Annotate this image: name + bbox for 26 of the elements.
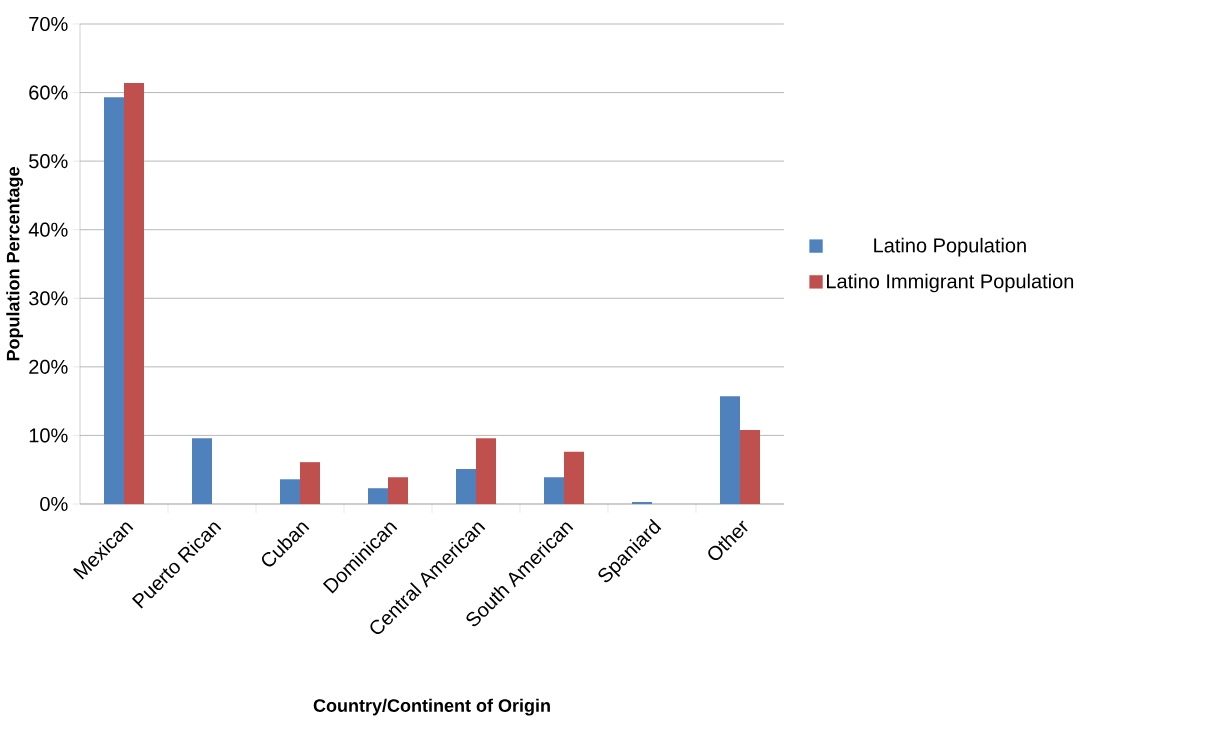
x-axis-title: Country/Continent of Origin [313,698,550,716]
y-tick-label: 20% [29,359,68,374]
y-tick-label: 40% [28,222,68,237]
bar [104,97,125,504]
bar [388,477,408,504]
y-tick-label: 30% [29,291,68,306]
y-tick-label: 60% [29,85,68,100]
y-axis-title: Population Percentage [6,167,24,361]
bar [631,501,652,504]
y-tick-label: 70% [29,16,68,32]
bar [124,82,145,504]
bar [280,479,300,504]
text: Latino Population [874,237,1026,257]
bar [564,451,584,504]
bar [544,477,564,504]
bar [300,462,321,504]
y-tick-label: 0% [40,496,68,512]
legend-label: Latino Immigrant Population [827,273,1074,293]
bar [368,488,388,504]
y-tick-label: 10% [29,428,68,443]
bar [740,429,760,504]
bar [719,396,740,504]
bar [456,469,476,504]
bar [476,438,496,504]
bar [192,438,212,504]
y-tick-label: 50% [29,154,68,169]
